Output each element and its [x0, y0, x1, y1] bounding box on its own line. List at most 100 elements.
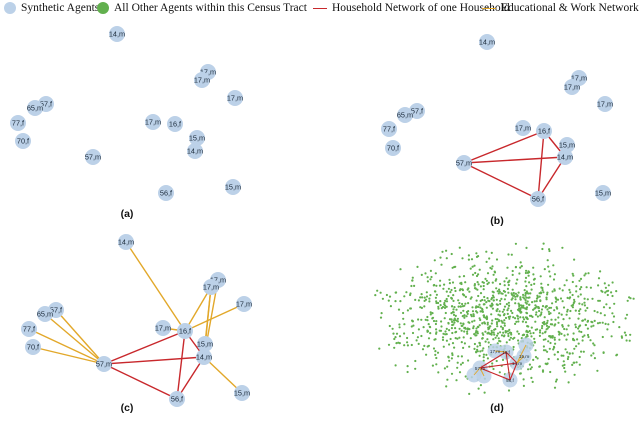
agent-label-a-n15: 15,m [225, 183, 241, 192]
other-agent-dot [458, 275, 461, 278]
agent-label-a-n10: 16,f [169, 120, 182, 129]
other-agent-dot [469, 267, 472, 270]
other-agent-dot [423, 296, 426, 299]
other-agent-dot [527, 274, 530, 277]
other-agent-dot [571, 272, 574, 275]
other-agent-dot [548, 248, 551, 251]
other-agent-dot [520, 304, 523, 307]
other-agent-dot [469, 337, 472, 340]
other-agent-dot [528, 281, 531, 284]
edu-work-edge-c-6 [55, 309, 105, 365]
agent-node-a-n3 [194, 72, 210, 88]
other-agent-dot [511, 311, 514, 315]
other-agent-dot [516, 330, 519, 333]
other-agent-dot [507, 281, 510, 284]
other-agent-dot [435, 363, 438, 366]
other-agent-dot [563, 284, 566, 287]
other-agent-dot [490, 331, 493, 334]
household-edge-d-0 [479, 351, 507, 369]
other-agent-dot [436, 351, 440, 354]
other-agent-dot [494, 328, 497, 331]
other-agent-dot [482, 284, 485, 288]
other-agent-dot [540, 311, 543, 314]
other-agent-dot [463, 314, 466, 317]
other-agent-dot [423, 344, 426, 347]
agent-label-b-n4: 17,m [597, 100, 613, 109]
other-agent-dot [411, 331, 415, 335]
other-agent-dot [461, 289, 464, 292]
agent-node-c-n3 [203, 279, 219, 295]
agent-node-c-n15 [234, 385, 250, 401]
other-agent-dot [590, 320, 593, 323]
legend-synthetic-label: Synthetic Agents [21, 2, 100, 14]
other-agent-dot [507, 283, 510, 287]
other-agent-dot [532, 331, 535, 335]
other-agent-dot [479, 384, 482, 387]
other-agent-dot [571, 280, 574, 284]
other-agent-dot [503, 324, 506, 327]
agent-label-a-n12: 14,m [187, 147, 203, 156]
other-agent-dot [539, 299, 542, 302]
other-agent-dot [572, 274, 575, 277]
other-agent-dot [462, 309, 465, 312]
other-agent-dot [399, 268, 402, 271]
other-agent-dot [434, 290, 437, 293]
other-agent-dot [468, 345, 471, 348]
agent-node-a-n10 [167, 116, 183, 132]
other-agent-dot [440, 320, 443, 323]
other-agent-dot [403, 295, 406, 298]
agent-label-b-n11: 15,m [559, 141, 575, 150]
other-agent-dot [483, 316, 486, 319]
other-agent-dot [574, 309, 577, 312]
other-agent-dot [435, 293, 438, 296]
other-agent-dot [452, 294, 455, 297]
other-agent-dot [457, 305, 460, 308]
other-agent-dot [435, 300, 438, 303]
other-agent-dot [579, 288, 582, 291]
other-agent-dot [471, 320, 474, 323]
other-agent-dot [486, 323, 489, 326]
other-agent-dot [581, 319, 585, 322]
other-agent-dot [439, 300, 442, 303]
other-agent-dot [490, 251, 493, 254]
other-agent-dot [443, 306, 447, 309]
edu-work-edge-c-8 [28, 328, 105, 365]
other-agent-dot [518, 310, 522, 313]
other-agent-dot [409, 293, 412, 297]
other-agent-dot [510, 293, 514, 296]
other-agent-dot [597, 277, 601, 280]
other-agent-dot [424, 272, 427, 275]
other-agent-dot [393, 346, 396, 349]
other-agent-dot [453, 265, 456, 269]
other-agent-dot [519, 296, 522, 299]
other-agent-dot [485, 315, 488, 318]
household-edge-b-0 [463, 130, 545, 164]
legend-synthetic-agents: Synthetic Agents [4, 2, 99, 14]
other-agent-dot [548, 249, 551, 253]
agent-label-c-n3: 17,m [203, 283, 219, 292]
other-agent-dot [538, 295, 541, 298]
other-agent-dot [462, 346, 465, 349]
other-agent-dot [430, 275, 433, 279]
other-agent-dot [493, 333, 496, 336]
other-agent-dot [522, 293, 525, 296]
other-agent-dot [532, 358, 535, 361]
household-edge-d-3 [505, 351, 518, 364]
other-agent-dot [540, 282, 543, 285]
other-agent-dot [526, 331, 530, 334]
agent-label-b-n10: 16,f [538, 127, 551, 136]
other-agent-dot [395, 332, 399, 335]
other-agent-dot [580, 286, 583, 289]
other-agent-dot [464, 281, 467, 284]
other-agent-dot [402, 317, 405, 320]
other-agent-dot [510, 298, 513, 301]
other-agent-dot [540, 327, 544, 330]
other-agent-dot [540, 308, 544, 311]
other-agent-dot [435, 332, 438, 335]
other-agent-dot [483, 295, 486, 299]
other-agent-dot [437, 305, 440, 308]
other-agent-dot [583, 297, 586, 300]
other-agent-dot [527, 296, 530, 299]
other-agent-dot [398, 326, 401, 329]
household-edge-d-4 [505, 351, 511, 381]
